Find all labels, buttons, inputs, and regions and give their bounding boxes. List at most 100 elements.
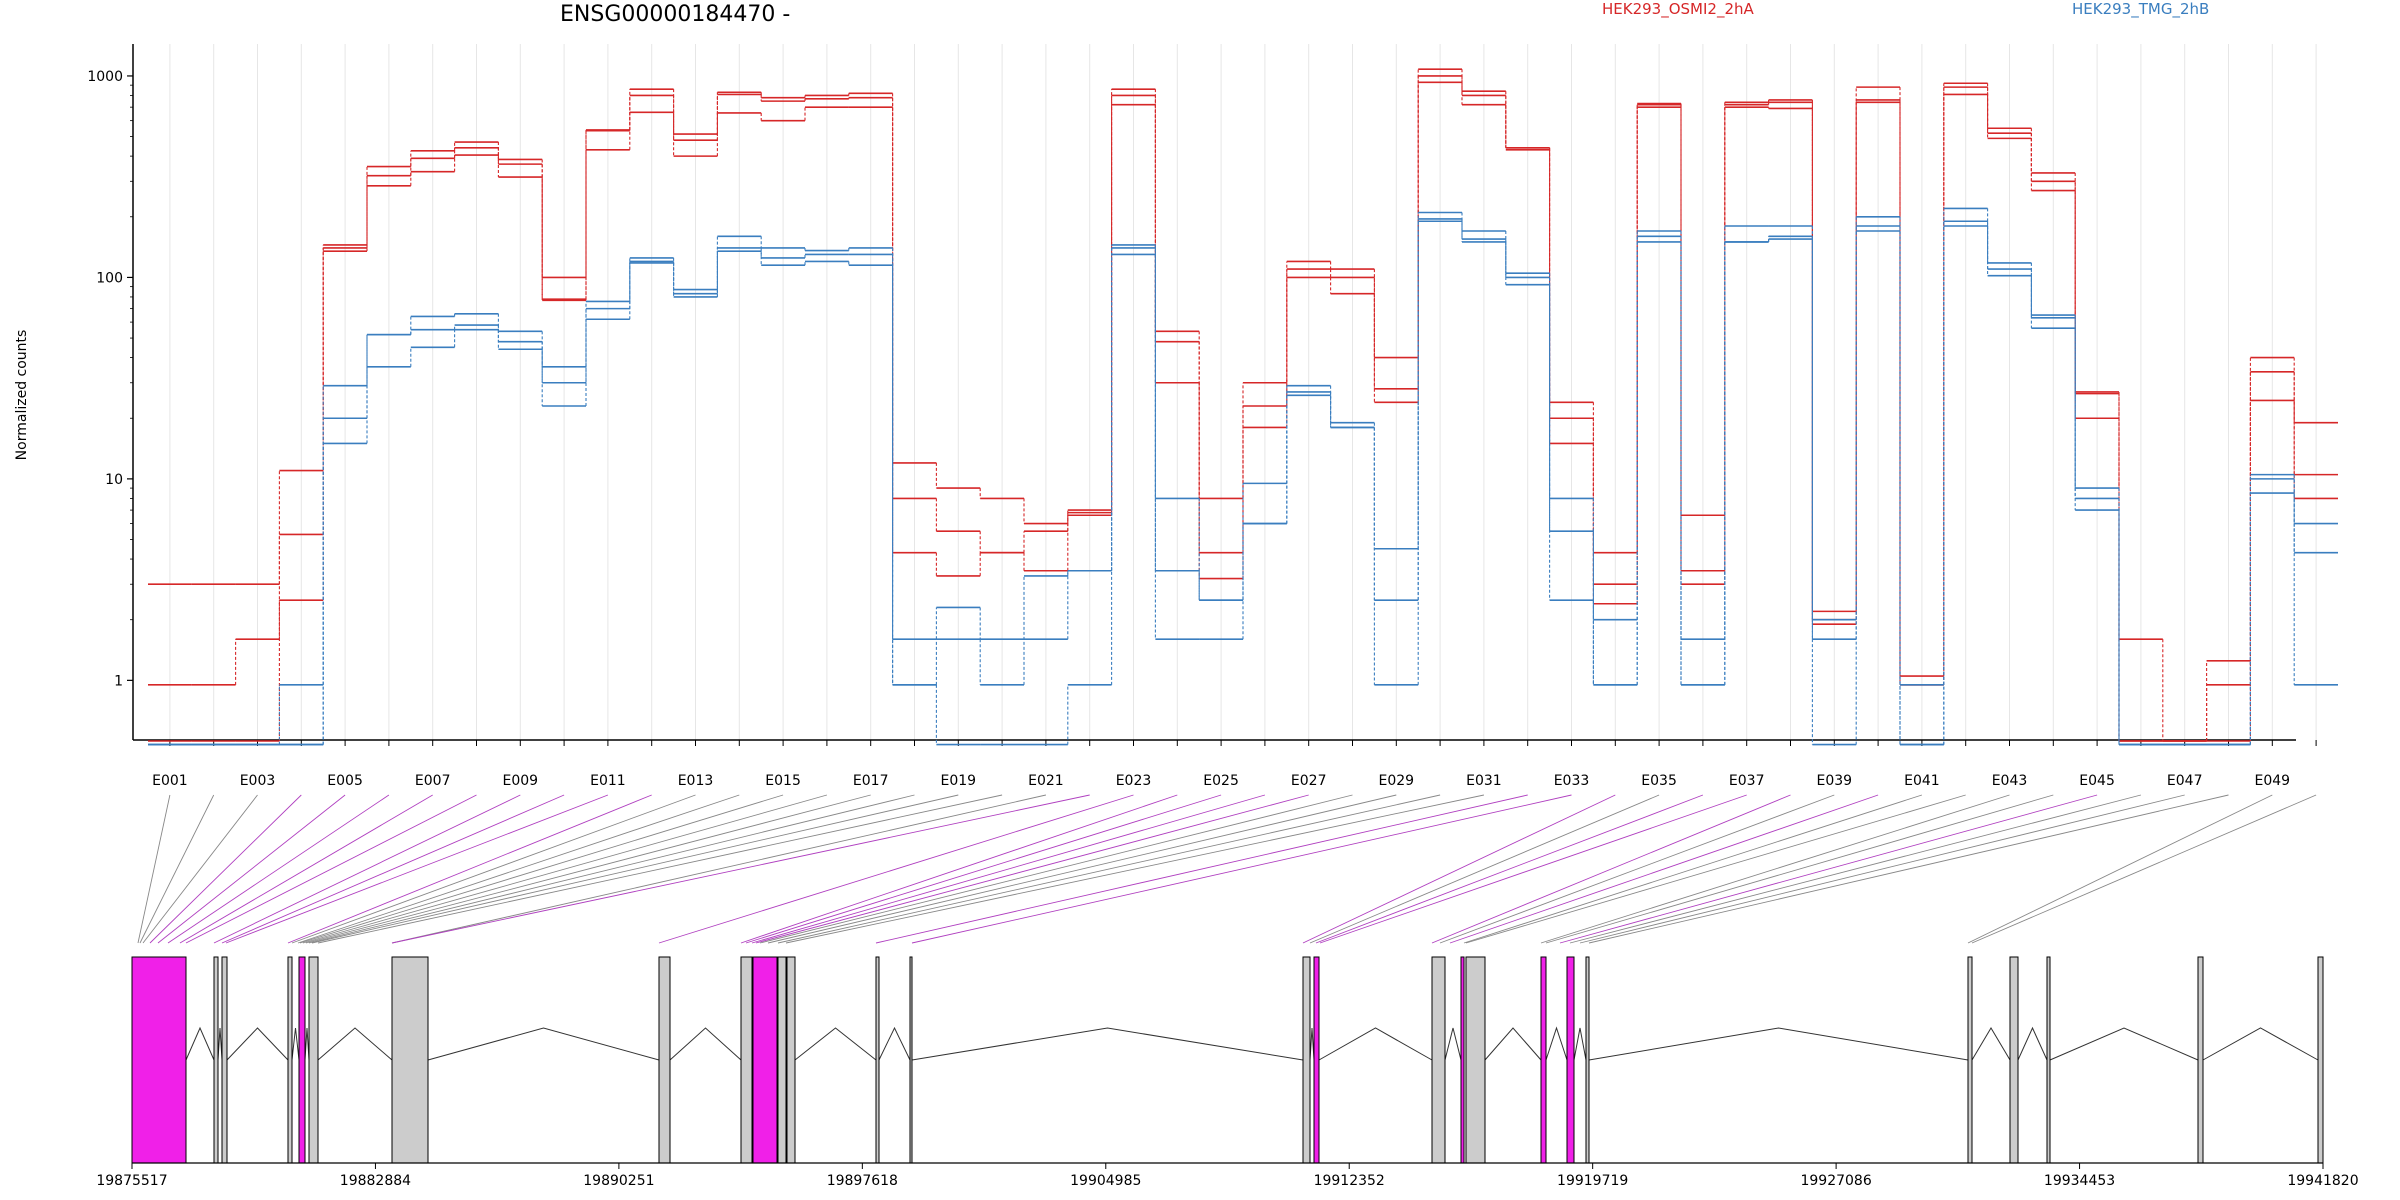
genome-coordinate-label: 19919719 [1557,1173,1628,1189]
connector-line [186,795,477,943]
connector-line [659,795,1134,943]
connector-line [214,795,520,943]
x-tick-label: E007 [415,773,451,789]
connector-line [222,795,564,943]
exon-block [778,957,786,1163]
genome-coordinate-label: 19875517 [96,1173,167,1189]
intron-line [227,1028,288,1060]
intron-line [879,1028,910,1060]
exon-block-highlighted [1314,957,1319,1163]
exon-block [392,957,428,1163]
connector-line [876,795,1528,943]
x-tick-label: E009 [503,773,539,789]
intron-line [292,1028,299,1060]
x-tick-label: E013 [678,773,714,789]
exon-block [1466,957,1485,1163]
connector-line [1310,795,1659,943]
connector-line [778,795,1440,943]
exon-block [2318,957,2323,1163]
connector-line [180,795,433,943]
genome-coordinate-label: 19897618 [827,1173,898,1189]
connector-line [786,795,1484,943]
connector-line [303,795,827,943]
connector-line [752,795,1265,943]
connector-line [309,795,915,943]
genome-coordinate-label: 19927086 [1800,1173,1871,1189]
exon-block [1432,957,1445,1163]
x-tick-label: E001 [152,773,188,789]
x-tick-label: E027 [1291,773,1327,789]
chart-area: 1101001000Normalized countsE001 E003 E005 E… [0,0,2400,1200]
intron-line [795,1028,876,1060]
exon-block [787,957,795,1163]
exon-block [1303,957,1310,1163]
x-tick-label: E035 [1641,773,1677,789]
intron-line [1972,1028,2010,1060]
connector-line [1570,795,2141,943]
exon-block [1586,957,1589,1163]
intron-line [1485,1028,1541,1060]
x-tick-label: E021 [1028,773,1064,789]
exon-block [288,957,292,1163]
intron-line [305,1028,309,1060]
x-tick-label: E039 [1817,773,1853,789]
exon-block [2010,957,2018,1163]
connector-line [318,795,1002,943]
exon-block-highlighted [299,957,305,1163]
x-tick-label: E019 [941,773,977,789]
connector-line [912,795,1572,943]
genome-coordinate-label: 19904985 [1070,1173,1141,1189]
intron-line [218,1028,222,1060]
exon-block [1968,957,1972,1163]
connector-line [158,795,345,943]
intron-line [318,1028,392,1060]
connector-line [138,795,170,943]
connector-line [306,795,871,943]
exon-block [309,957,318,1163]
connector-line [298,795,739,943]
connector-line [741,795,1177,943]
y-tick-label: 100 [96,270,123,286]
genome-coordinate-label: 19934453 [2044,1173,2115,1189]
intron-line [2203,1028,2318,1060]
intron-line [428,1028,659,1060]
gene-model [132,957,2323,1163]
intron-line [2050,1028,2198,1060]
intron-line [186,1028,214,1060]
exon-block-highlighted [1461,957,1464,1163]
exon-block-highlighted [753,957,777,1163]
connector-line [1546,795,2053,943]
genome-coordinate-label: 19882884 [340,1173,411,1189]
connector-line [1303,795,1615,943]
connector-line [1560,795,2097,943]
x-tick-label: E003 [240,773,276,789]
x-tick-label: E047 [2167,773,2203,789]
y-axis-label: Normalized counts [14,330,30,461]
exon-block [214,957,218,1163]
connector-line [140,795,214,943]
connector-line [1466,795,1966,943]
intron-line [1589,1028,1968,1060]
connector-line [1589,795,2229,943]
x-tick-label: E025 [1203,773,1239,789]
connector-line [1580,795,2185,943]
connector-line [300,795,783,943]
x-tick-label: E041 [1904,773,1940,789]
exon-block-highlighted [132,957,186,1163]
x-tick-label: E045 [2079,773,2115,789]
connector-line [756,795,1309,943]
intron-line [1310,1028,1314,1060]
connector-line [288,795,652,943]
exon-block-highlighted [1541,957,1546,1163]
x-tick-label: E005 [327,773,363,789]
y-tick-label: 10 [105,472,123,488]
intron-line [1574,1028,1586,1060]
intron-line [1319,1028,1432,1060]
connector-line [143,795,258,943]
genome-coordinate-label: 19890251 [583,1173,654,1189]
exon-block-highlighted [1567,957,1574,1163]
x-tick-label: E023 [1116,773,1152,789]
x-tick-label: E017 [853,773,889,789]
exon-block [222,957,227,1163]
x-tick-label: E029 [1379,773,1415,789]
